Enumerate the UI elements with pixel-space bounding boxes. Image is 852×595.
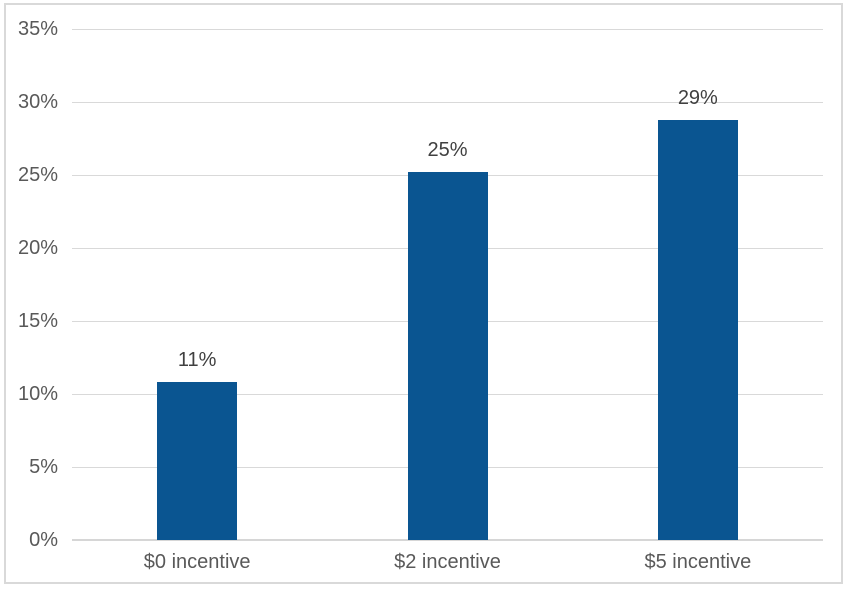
x-axis-line	[72, 539, 823, 541]
x-category-label: $0 incentive	[143, 551, 251, 573]
bar-0-incentive	[157, 382, 238, 540]
bar-value-label: 29%	[677, 86, 718, 109]
y-tick-label: 20%	[17, 237, 58, 259]
y-tick-label: 25%	[17, 164, 58, 186]
x-category-label: $2 incentive	[394, 551, 501, 573]
x-category-label: $5 incentive	[644, 551, 752, 573]
chart-frame: 0% 5% 10% 15% 20% 25% 30% 35% 11% $0 incentive 25%…	[4, 3, 843, 584]
gridline-30%	[72, 102, 823, 103]
gridline-35%	[72, 29, 823, 30]
y-tick-label: 30%	[17, 91, 58, 113]
y-tick-label: 5%	[29, 456, 58, 478]
bar-value-label: 11%	[177, 349, 217, 372]
y-tick-label: 10%	[17, 383, 58, 405]
plot-area: 0% 5% 10% 15% 20% 25% 30% 35% 11% $0 incentive 25%…	[18, 18, 823, 573]
bar-5-incentive	[657, 119, 738, 540]
bar-2-incentive	[407, 172, 488, 540]
y-tick-label: 0%	[29, 529, 58, 551]
bar-value-label: 25%	[427, 139, 468, 162]
y-tick-label: 15%	[17, 310, 58, 332]
y-tick-label: 35%	[17, 18, 58, 40]
